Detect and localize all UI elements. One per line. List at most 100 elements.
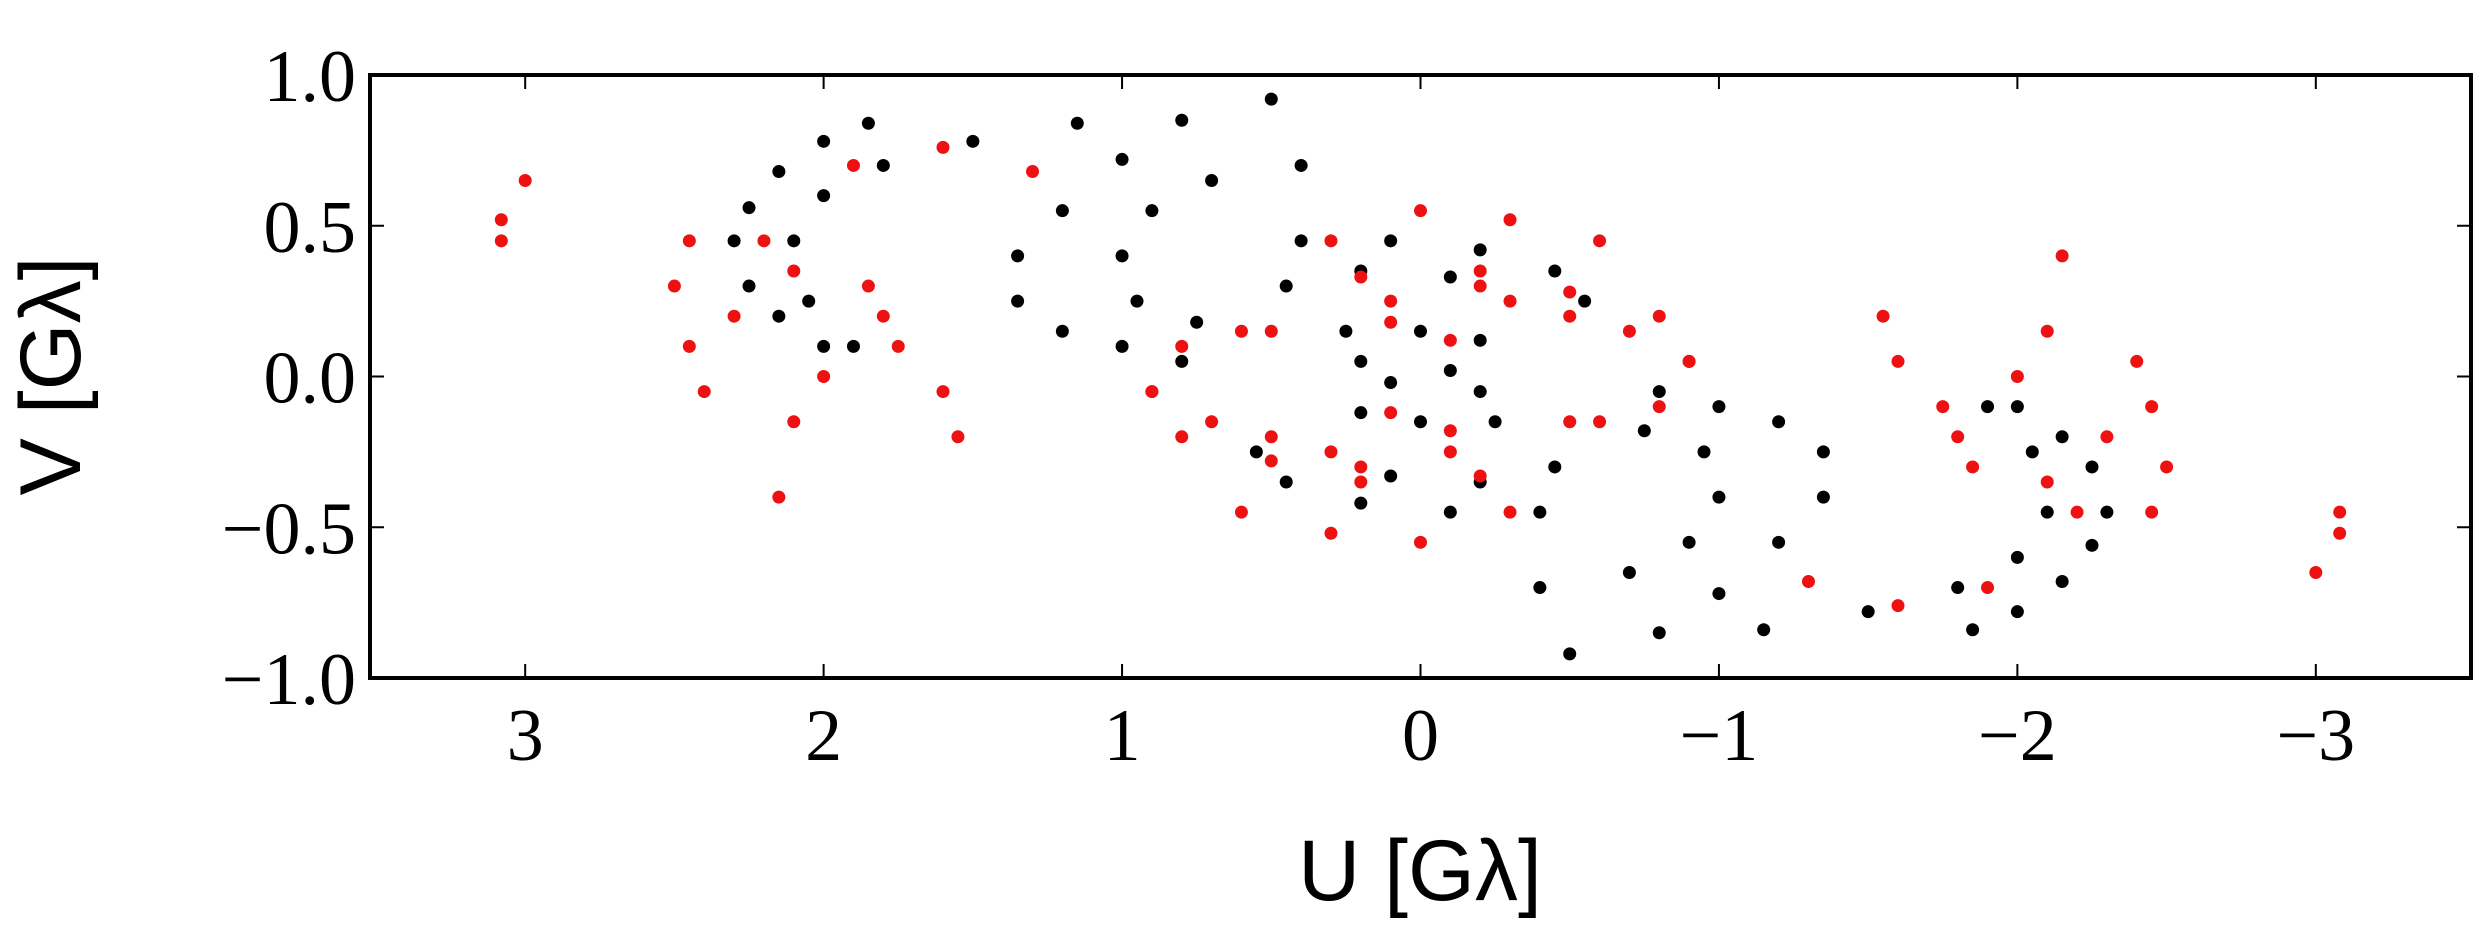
point — [1966, 623, 1980, 637]
point — [1443, 424, 1457, 438]
point — [772, 309, 786, 323]
point — [1443, 270, 1457, 284]
point — [1981, 400, 1995, 414]
point — [2160, 460, 2174, 474]
point — [2040, 505, 2054, 519]
point — [494, 213, 508, 227]
point — [1324, 445, 1338, 459]
point — [2055, 249, 2069, 263]
point — [1145, 385, 1159, 399]
x-tick-label: −2 — [1978, 695, 2057, 777]
point — [742, 201, 756, 215]
point — [1354, 354, 1368, 368]
point — [1190, 315, 1204, 329]
point — [1205, 415, 1219, 429]
point — [1652, 400, 1666, 414]
point — [1205, 174, 1219, 188]
point — [1384, 406, 1398, 420]
point — [1354, 270, 1368, 284]
point — [891, 339, 905, 353]
point — [518, 174, 532, 188]
point — [2085, 538, 2099, 552]
point — [1801, 575, 1815, 589]
point — [2040, 324, 2054, 338]
point — [1264, 454, 1278, 468]
point — [861, 279, 875, 293]
point — [772, 490, 786, 504]
point — [2309, 565, 2323, 579]
point — [951, 430, 965, 444]
point — [1279, 279, 1293, 293]
point — [846, 158, 860, 172]
x-tick-label: 3 — [507, 695, 544, 777]
point — [1488, 415, 1502, 429]
point — [2100, 430, 2114, 444]
point — [2145, 400, 2159, 414]
point — [1279, 475, 1293, 489]
point — [1712, 490, 1726, 504]
y-tick-label: 0.0 — [264, 338, 357, 420]
point — [2010, 400, 2024, 414]
point — [1026, 164, 1040, 178]
point — [787, 415, 801, 429]
point — [817, 339, 831, 353]
point — [1533, 505, 1547, 519]
point — [1891, 354, 1905, 368]
point — [697, 385, 711, 399]
point — [1414, 415, 1427, 429]
point — [1145, 204, 1159, 218]
point — [1548, 264, 1562, 278]
point — [1563, 415, 1577, 429]
point — [817, 370, 831, 383]
point — [1264, 92, 1278, 106]
point — [1816, 490, 1830, 504]
point — [494, 234, 508, 248]
point — [2333, 505, 2347, 519]
point — [727, 234, 741, 248]
point — [1876, 309, 1890, 323]
point — [2055, 430, 2069, 444]
point — [876, 158, 890, 172]
point — [742, 279, 756, 293]
plot-frame — [368, 73, 2473, 680]
point — [1622, 324, 1636, 338]
point — [1414, 324, 1427, 338]
point — [1891, 599, 1905, 613]
point — [1354, 460, 1368, 474]
point — [1951, 581, 1965, 595]
point — [757, 234, 771, 248]
point — [1473, 333, 1487, 347]
point — [1757, 623, 1771, 637]
point — [1563, 285, 1577, 299]
point — [1473, 264, 1487, 278]
point — [876, 309, 890, 323]
point — [1816, 445, 1830, 459]
x-tick-label: 0 — [1402, 695, 1439, 777]
point — [1622, 565, 1636, 579]
point — [1070, 116, 1084, 130]
x-tick-label: −1 — [1680, 695, 1759, 777]
point — [1324, 234, 1338, 248]
point — [1384, 376, 1398, 390]
y-axis-label: V [Gλ] — [3, 257, 99, 496]
point — [2010, 605, 2024, 619]
point — [1354, 475, 1368, 489]
point — [1473, 469, 1487, 483]
point — [1473, 279, 1487, 293]
point — [1697, 445, 1711, 459]
point — [727, 309, 741, 323]
point — [1443, 363, 1457, 377]
point — [1652, 309, 1666, 323]
point — [1055, 324, 1069, 338]
point — [1503, 505, 1517, 519]
y-tick-label: −0.5 — [222, 488, 356, 570]
point — [936, 140, 950, 154]
point — [1682, 535, 1696, 549]
point — [1563, 309, 1577, 323]
point — [1115, 339, 1129, 353]
point — [682, 339, 696, 353]
point — [1951, 430, 1965, 444]
point — [1115, 249, 1129, 263]
point — [802, 294, 816, 308]
